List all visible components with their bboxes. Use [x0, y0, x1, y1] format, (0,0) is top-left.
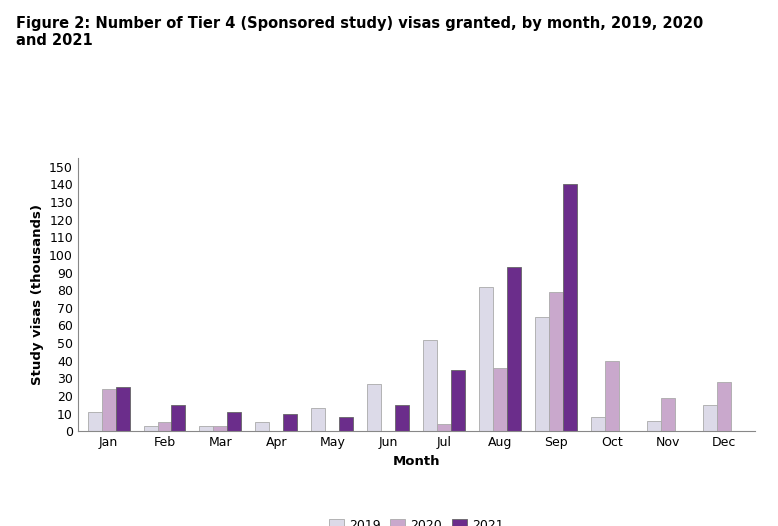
Bar [339, 417, 353, 431]
Bar [88, 412, 102, 431]
Bar [116, 387, 130, 431]
Bar [605, 361, 619, 431]
Bar [437, 424, 451, 431]
Bar [171, 405, 185, 431]
Bar [717, 382, 731, 431]
Bar [143, 426, 157, 431]
Bar [549, 292, 563, 431]
Bar [255, 422, 269, 431]
Bar [661, 398, 675, 431]
Bar [199, 426, 213, 431]
Bar [507, 267, 521, 431]
Bar [703, 405, 717, 431]
Bar [451, 370, 465, 431]
Bar [423, 340, 437, 431]
Text: Figure 2: Number of Tier 4 (Sponsored study) visas granted, by month, 2019, 2020: Figure 2: Number of Tier 4 (Sponsored st… [16, 16, 703, 48]
Bar [283, 413, 297, 431]
Y-axis label: Study visas (thousands): Study visas (thousands) [30, 204, 44, 385]
Bar [227, 412, 241, 431]
Bar [535, 317, 549, 431]
Bar [213, 426, 227, 431]
X-axis label: Month: Month [392, 455, 440, 468]
Bar [591, 417, 605, 431]
Bar [102, 389, 116, 431]
Bar [563, 184, 577, 431]
Bar [395, 405, 409, 431]
Bar [367, 383, 381, 431]
Bar [157, 422, 171, 431]
Bar [493, 368, 507, 431]
Bar [647, 421, 661, 431]
Legend: 2019, 2020, 2021: 2019, 2020, 2021 [324, 514, 509, 526]
Bar [311, 408, 325, 431]
Bar [479, 287, 493, 431]
